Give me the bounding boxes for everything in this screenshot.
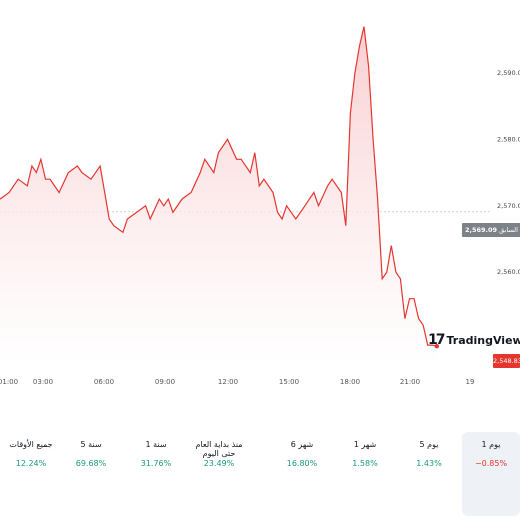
period-change-value: −0.85% bbox=[474, 459, 508, 468]
period-label: 1 سنة bbox=[145, 440, 167, 449]
price-chart[interactable]: 2,590.00 2,580.00 2,570.00 2,560.00 01:00 03… bbox=[0, 0, 520, 400]
y-tick-label: 2,560.00 bbox=[497, 268, 520, 276]
period-change-value: 12.24% bbox=[15, 459, 47, 468]
period-label: 5 سنة bbox=[80, 440, 102, 449]
period-label: جميع الأوقات bbox=[9, 440, 53, 449]
previous-close-badge: الإغلاق السابق 2,569.09 bbox=[462, 223, 520, 237]
x-tick-label: 09:00 bbox=[155, 378, 175, 386]
price-area bbox=[0, 26, 437, 365]
period-change-value: 23.49% bbox=[203, 459, 235, 468]
period-label: 1 شهر bbox=[353, 440, 377, 449]
period-label: منذ بداية العام حتى اليوم bbox=[195, 440, 243, 458]
period-change-value: 31.76% bbox=[140, 459, 172, 468]
x-tick-label: 15:00 bbox=[279, 378, 299, 386]
x-tick-label: 18:00 bbox=[340, 378, 360, 386]
period-change-value: 69.68% bbox=[75, 459, 107, 468]
period-performance-bar: جميع الأوقات 12.24% 5 سنة 69.68% 1 سنة 31.76%… bbox=[0, 432, 520, 520]
period-tab[interactable]: 6 شهر 16.80% bbox=[273, 432, 331, 516]
last-price-dot bbox=[434, 344, 439, 349]
x-tick-label: 21:00 bbox=[400, 378, 420, 386]
x-tick-label: 03:00 bbox=[33, 378, 53, 386]
x-tick-label: 01:00 bbox=[0, 378, 18, 386]
y-tick-label: 2,590.00 bbox=[497, 69, 520, 77]
y-tick-label: 2,580.00 bbox=[497, 135, 520, 143]
period-change-value: 1.58% bbox=[352, 459, 378, 468]
period-tab[interactable]: 1 يوم −0.85% bbox=[462, 432, 520, 516]
last-price-badge: 2,548.83 bbox=[493, 354, 520, 368]
y-tick-label: 2,570.00 bbox=[497, 202, 520, 210]
y-axis: 2,590.00 2,580.00 2,570.00 2,560.00 bbox=[497, 69, 520, 276]
period-label: 6 شهر bbox=[290, 440, 314, 449]
period-change-value: 1.43% bbox=[416, 459, 442, 468]
period-label: 5 يوم bbox=[419, 440, 439, 449]
x-tick-label: 12:00 bbox=[218, 378, 238, 386]
x-tick-label: 06:00 bbox=[94, 378, 114, 386]
tradingview-mark-icon: 17 bbox=[428, 332, 446, 348]
period-tab[interactable]: 5 سنة 69.68% bbox=[62, 432, 120, 516]
previous-close-label: الإغلاق السابق bbox=[499, 226, 520, 234]
period-tab[interactable]: جميع الأوقات 12.24% bbox=[2, 432, 60, 516]
previous-close-value: 2,569.09 bbox=[465, 226, 498, 234]
period-tab[interactable]: منذ بداية العام حتى اليوم 23.49% bbox=[190, 432, 248, 516]
period-tab[interactable]: 5 يوم 1.43% bbox=[400, 432, 458, 516]
tradingview-logo[interactable]: 17 TradingView bbox=[428, 332, 520, 348]
period-change-value: 16.80% bbox=[286, 459, 318, 468]
x-axis: 01:00 03:00 06:00 09:00 12:00 15:00 18:00 21:00… bbox=[0, 378, 474, 386]
price-line bbox=[0, 26, 437, 347]
period-tab[interactable]: 1 سنة 31.76% bbox=[127, 432, 185, 516]
x-tick-label: 19 bbox=[466, 378, 475, 386]
period-label: 1 يوم bbox=[481, 440, 501, 449]
period-tab[interactable]: 1 شهر 1.58% bbox=[336, 432, 394, 516]
tradingview-wordmark: TradingView bbox=[446, 333, 520, 347]
